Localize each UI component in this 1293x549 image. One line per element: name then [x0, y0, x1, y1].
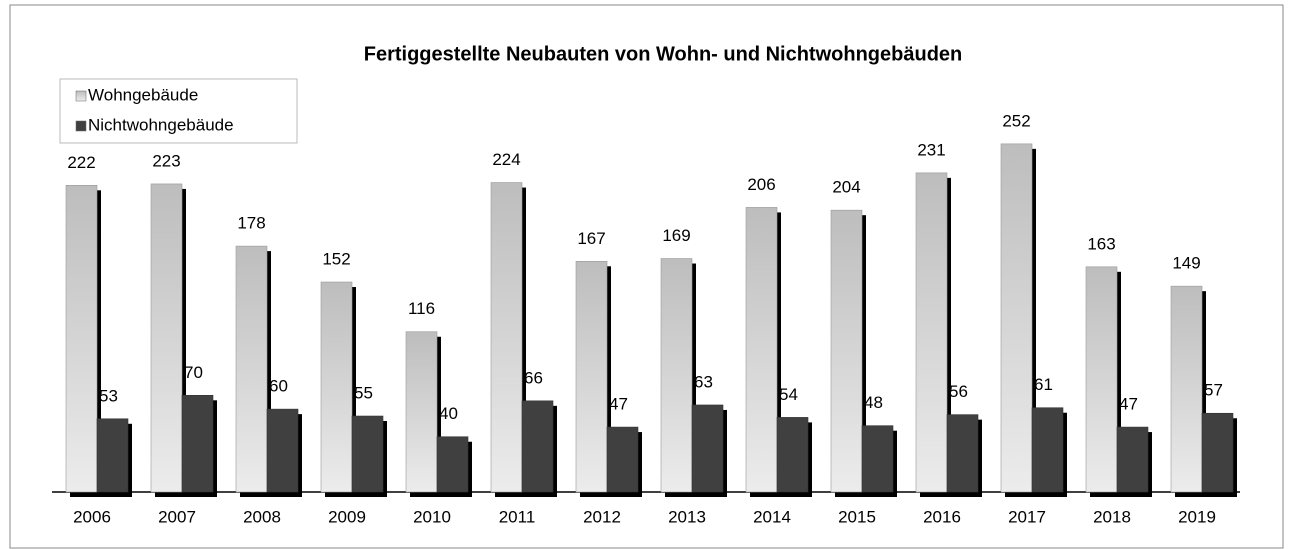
legend-swatch: [75, 120, 87, 132]
bar: [745, 207, 778, 493]
chart-title: Fertiggestellte Neubauten von Wohn- und …: [364, 43, 963, 65]
bar: [1085, 266, 1118, 493]
data-label: 224: [492, 150, 520, 169]
data-label: 178: [237, 214, 265, 233]
data-label: 206: [747, 175, 775, 194]
data-label: 47: [609, 395, 628, 414]
data-label: 70: [184, 363, 203, 382]
data-label: 60: [269, 377, 288, 396]
data-label: 252: [1002, 111, 1030, 130]
data-label: 223: [152, 151, 180, 170]
x-tick-label: 2014: [753, 507, 791, 526]
data-label: 53: [99, 386, 118, 405]
bar: [65, 185, 98, 493]
data-label: 204: [832, 178, 860, 197]
x-tick-label: 2011: [499, 507, 536, 526]
data-label: 57: [1204, 381, 1223, 400]
bar: [235, 245, 268, 493]
legend-box: [59, 78, 298, 144]
bar: [1000, 143, 1033, 493]
bar: [1170, 285, 1203, 493]
data-label: 149: [1172, 254, 1200, 273]
data-label: 54: [779, 385, 798, 404]
bar: [1116, 426, 1149, 493]
legend-label: Wohngebäude: [88, 85, 198, 104]
x-tick-label: 2013: [668, 507, 706, 526]
x-tick-label: 2009: [328, 507, 366, 526]
bar: [96, 418, 129, 493]
bar: [861, 425, 894, 493]
x-tick-label: 2006: [73, 507, 111, 526]
legend-swatch: [75, 90, 87, 102]
data-label: 231: [917, 140, 945, 159]
x-tick-label: 2017: [1008, 507, 1046, 526]
data-label: 116: [408, 299, 435, 318]
x-tick-label: 2010: [413, 507, 451, 526]
x-tick-label: 2008: [243, 507, 281, 526]
bar: [436, 436, 469, 493]
bar: [150, 183, 183, 493]
bar: [915, 172, 948, 493]
data-label: 48: [864, 393, 883, 412]
x-tick-label: 2012: [583, 507, 621, 526]
data-label: 56: [949, 382, 968, 401]
bar: [521, 400, 554, 493]
x-tick-label: 2016: [923, 507, 961, 526]
bar: [351, 415, 384, 493]
data-label: 167: [577, 229, 605, 248]
data-label: 63: [694, 372, 713, 391]
x-tick-label: 2019: [1178, 507, 1216, 526]
bar: [181, 394, 214, 493]
bar: [660, 258, 693, 493]
x-tick-label: 2007: [158, 507, 196, 526]
x-tick-label: 2018: [1093, 507, 1131, 526]
bar: [405, 331, 438, 493]
bar: [490, 182, 523, 493]
bar: [691, 404, 724, 493]
bar: [1031, 407, 1064, 493]
bar: [1201, 412, 1234, 493]
legend-label: Nichtwohngebäude: [88, 115, 234, 134]
data-label: 152: [322, 249, 350, 268]
bar: [946, 414, 979, 493]
bar: [575, 260, 608, 493]
data-label: 55: [354, 384, 373, 403]
data-label: 169: [662, 226, 690, 245]
data-label: 222: [67, 153, 95, 172]
data-label: 61: [1034, 375, 1053, 394]
bar: [266, 408, 299, 493]
data-label: 40: [439, 404, 458, 423]
bar: [606, 426, 639, 493]
data-label: 47: [1119, 395, 1138, 414]
data-label: 66: [524, 368, 543, 387]
data-label: 163: [1087, 234, 1115, 253]
x-tick-label: 2015: [838, 507, 876, 526]
bar: [320, 281, 353, 493]
bar: [776, 417, 809, 493]
bar: [830, 209, 863, 493]
